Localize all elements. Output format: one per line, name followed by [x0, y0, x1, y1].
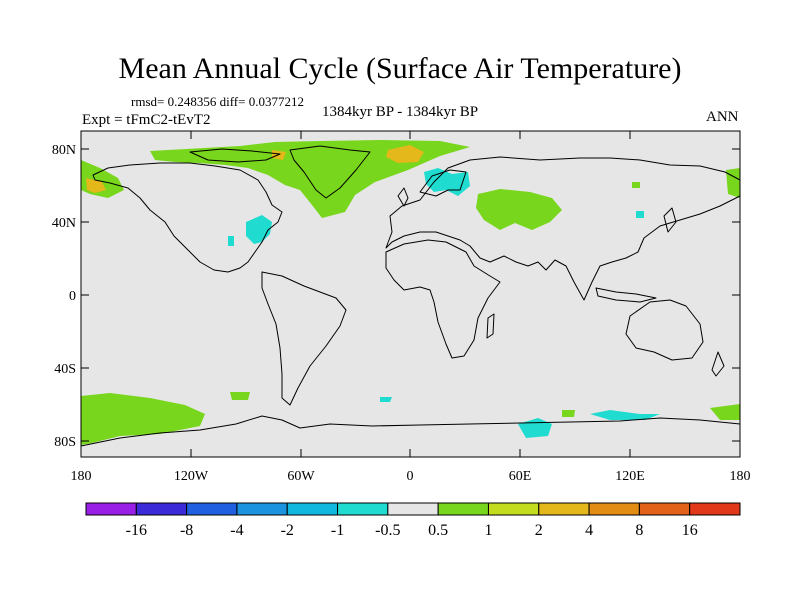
anomaly-patch: [81, 393, 205, 445]
anomaly-patch: [476, 189, 562, 230]
lat-ticks: [81, 148, 740, 442]
colorbar-swatch: [588, 502, 640, 516]
anomaly-patch: [150, 140, 470, 218]
chart-title: Mean Annual Cycle (Surface Air Temperatu…: [118, 52, 682, 85]
anomaly-patch: [710, 404, 740, 420]
coastline-japan: [663, 207, 677, 233]
anomaly-patch: [246, 215, 272, 244]
lat-tick-label: 80S: [54, 435, 76, 450]
colorbar-swatch: [387, 502, 439, 516]
colorbar-label: 0.5: [428, 522, 448, 539]
colorbar: -16 -8 -4 -2 -1 -0.5 0.5 1 2 4 8 16: [85, 502, 741, 539]
colorbar-label: -2: [281, 522, 294, 539]
lat-tick-label: 0: [69, 289, 76, 304]
lat-tick-labels: 80N 40N 0 40S 80S: [52, 143, 76, 450]
anomaly-patch: [230, 392, 250, 400]
map-background: [81, 131, 740, 457]
colorbar-label: -4: [230, 522, 243, 539]
anomaly-patch: [272, 150, 286, 160]
coastline-south-america: [261, 271, 347, 406]
season-label: ANN: [706, 109, 739, 125]
colorbar-swatch: [186, 502, 238, 516]
colorbar-label: 1: [484, 522, 492, 539]
colorbar-swatch: [437, 502, 489, 516]
coastline-australia: [625, 299, 704, 361]
lon-tick-label: 60W: [287, 469, 315, 484]
lon-tick-label: 120W: [174, 469, 209, 484]
anomaly-patch: [380, 397, 392, 402]
anomaly-patch: [632, 182, 640, 188]
colorbar-swatch: [638, 502, 691, 516]
anomaly-patch: [86, 178, 106, 193]
anomaly-patch: [636, 211, 644, 218]
coastline-eurasia: [385, 156, 741, 301]
colorbar-swatch: [487, 502, 540, 516]
coastline-indonesia: [595, 287, 657, 303]
anomaly-patch: [590, 410, 660, 420]
anomaly-patch: [228, 236, 234, 246]
coastline-uk: [397, 187, 409, 207]
anomaly-patch: [562, 410, 575, 417]
period-label: 1384kyr BP - 1384kyr BP: [322, 104, 479, 120]
colorbar-label: -8: [180, 522, 193, 539]
colorbar-swatch: [337, 502, 389, 516]
coastline-scandinavia: [419, 169, 467, 197]
lat-tick-label: 80N: [52, 143, 76, 158]
colorbar-label: -0.5: [375, 522, 400, 539]
colorbar-label: 8: [635, 522, 643, 539]
lon-tick-label: 60E: [509, 469, 532, 484]
lon-tick-label: 180: [730, 469, 751, 484]
anomaly-patch: [386, 145, 424, 163]
colorbar-label: 2: [535, 522, 543, 539]
coastline-new-zealand: [711, 351, 725, 377]
lon-ticks: [80, 131, 741, 457]
coastlines: [80, 145, 741, 447]
lat-tick-label: 40N: [52, 216, 76, 231]
colorbar-swatch: [538, 502, 590, 516]
coastline-greenland: [289, 145, 371, 199]
colorbar-swatch: [236, 502, 288, 516]
colorbar-label: 4: [585, 522, 593, 539]
lon-tick-labels: 180 120W 60W 0 60E 120E 180: [71, 469, 751, 484]
colorbar-swatch: [689, 502, 741, 516]
colorbar-swatch: [85, 502, 137, 516]
colorbar-label: -1: [331, 522, 344, 539]
lat-tick-label: 40S: [54, 362, 76, 377]
coastline-africa: [385, 239, 501, 359]
stats-label: rmsd= 0.248356 diff= 0.0377212: [131, 94, 304, 109]
lon-tick-label: 0: [407, 469, 414, 484]
coastline-arctic-islands: [189, 148, 281, 163]
colorbar-label: -16: [126, 522, 147, 539]
coastline-madagascar: [486, 313, 495, 339]
experiment-label: Expt = tFmC2-tEvT2: [82, 112, 211, 128]
colorbar-swatch: [286, 502, 339, 516]
lon-tick-label: 120E: [615, 469, 645, 484]
anomaly-patches: [81, 140, 740, 445]
coastline-antarctica: [80, 415, 741, 447]
colorbar-label: 16: [682, 522, 698, 539]
anomaly-patch: [726, 168, 740, 198]
colorbar-swatch: [135, 502, 188, 516]
lon-tick-label: 180: [71, 469, 92, 484]
coastline-north-america: [92, 162, 283, 273]
